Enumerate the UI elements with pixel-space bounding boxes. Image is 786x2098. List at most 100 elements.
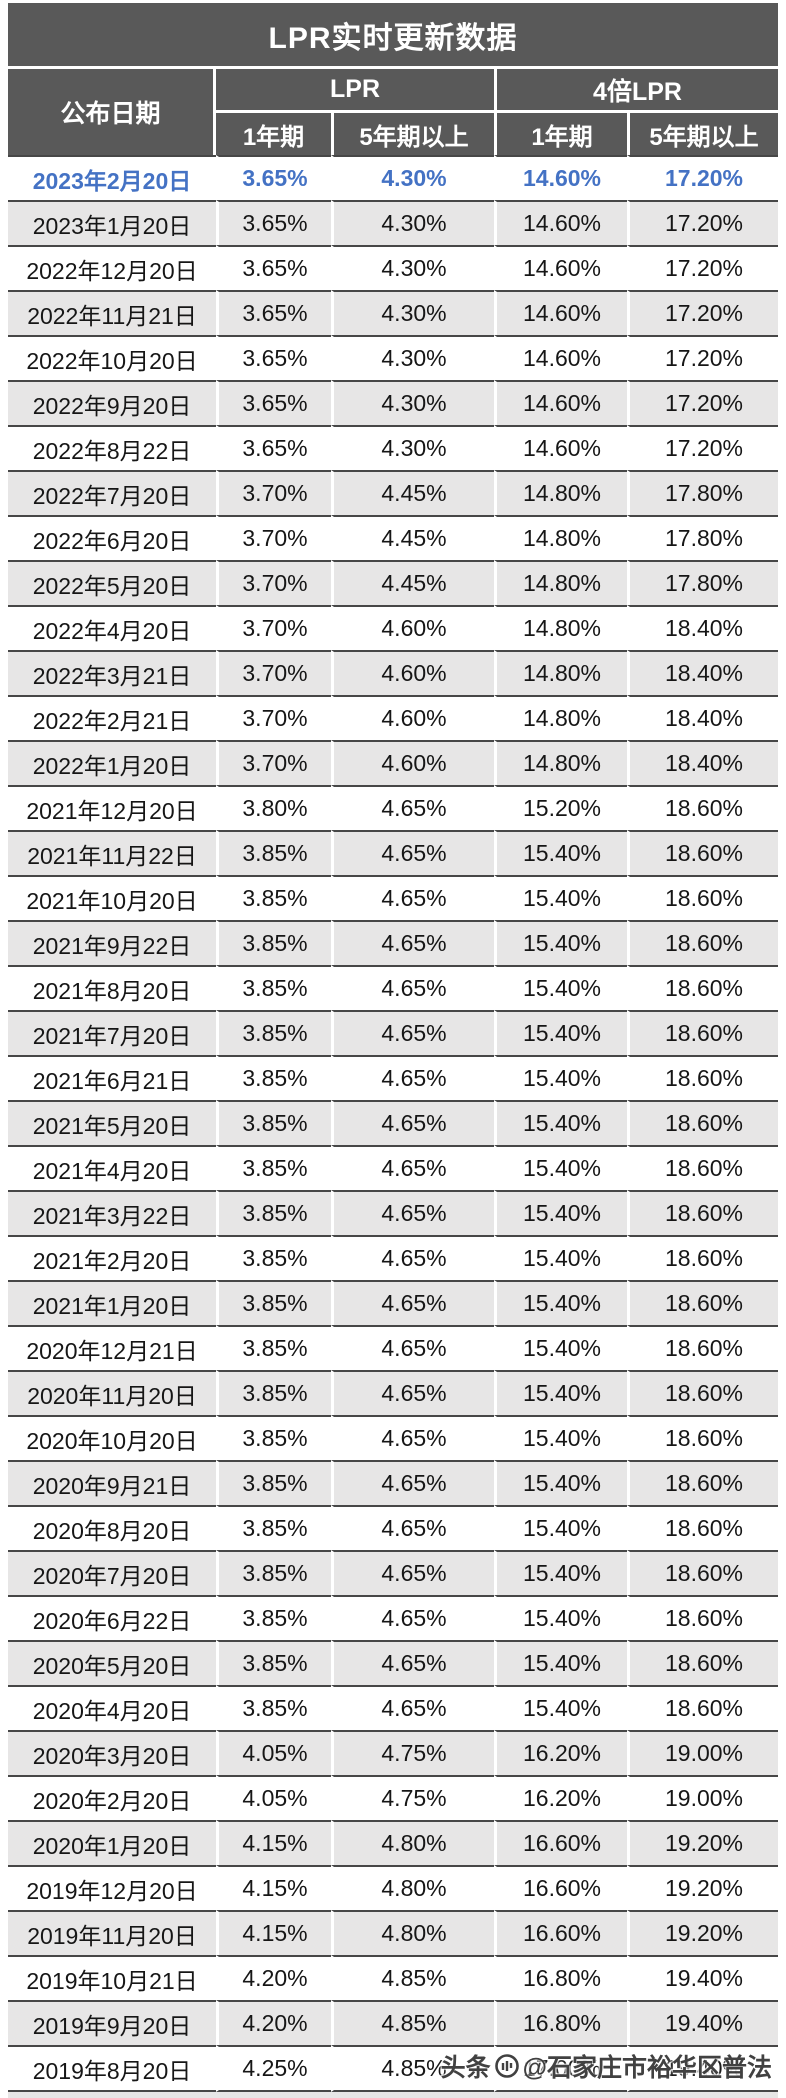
rate-cell: 4.15% (216, 1820, 331, 1865)
date-cell: 2020年2月20日 (8, 1775, 216, 1820)
rate-cell: 18.60% (627, 920, 778, 965)
table-row: 2022年3月21日 3.70% 4.60% 14.80% 18.40% (8, 650, 778, 695)
table-row: 2020年11月20日 3.85% 4.65% 15.40% 18.60% (8, 1370, 778, 1415)
rate-cell: 4.15% (216, 1865, 331, 1910)
table-row: 2023年2月20日 3.65% 4.30% 14.60% 17.20% (8, 155, 778, 200)
rate-cell: 14.60% (494, 200, 627, 245)
date-cell: 2022年12月20日 (8, 245, 216, 290)
table-row: 2019年8月20日 4.25% 4.85% 17.00% 19.40% (8, 2045, 778, 2092)
rate-cell: 18.60% (627, 965, 778, 1010)
rate-cell: 4.75% (331, 1775, 494, 1820)
rate-cell: 18.60% (627, 1325, 778, 1370)
rate-cell: 14.60% (494, 245, 627, 290)
rate-cell: 18.60% (627, 1055, 778, 1100)
rate-cell: 15.40% (494, 1505, 627, 1550)
rate-cell: 18.40% (627, 740, 778, 785)
rate-cell: 15.40% (494, 1415, 627, 1460)
rate-cell: 14.80% (494, 650, 627, 695)
rate-cell: 17.20% (627, 380, 778, 425)
rate-cell: 4.30% (331, 200, 494, 245)
rate-cell: 18.60% (627, 1415, 778, 1460)
rate-cell: 3.85% (216, 1235, 331, 1280)
rate-cell: 18.60% (627, 1505, 778, 1550)
rate-cell: 4.65% (331, 1640, 494, 1685)
rate-cell: 4.30% (331, 425, 494, 470)
rate-cell: 4.65% (331, 1235, 494, 1280)
rate-cell: 4.05% (216, 1775, 331, 1820)
rate-cell: 15.40% (494, 1280, 627, 1325)
rate-cell: 3.65% (216, 335, 331, 380)
rate-cell: 3.65% (216, 290, 331, 335)
date-cell: 2022年9月20日 (8, 380, 216, 425)
table-row: 2020年8月20日 3.85% 4.65% 15.40% 18.60% (8, 1505, 778, 1550)
table-row: 2021年1月20日 3.85% 4.65% 15.40% 18.60% (8, 1280, 778, 1325)
rate-cell: 17.20% (627, 200, 778, 245)
rate-cell: 3.70% (216, 650, 331, 695)
rate-cell: 18.60% (627, 875, 778, 920)
date-cell: 2021年5月20日 (8, 1100, 216, 1145)
rate-cell: 15.40% (494, 1010, 627, 1055)
rate-cell: 3.70% (216, 695, 331, 740)
date-cell: 2021年7月20日 (8, 1010, 216, 1055)
rate-cell: 16.60% (494, 1910, 627, 1955)
rate-cell: 3.85% (216, 1325, 331, 1370)
rate-cell: 3.85% (216, 1100, 331, 1145)
rate-cell: 14.60% (494, 155, 627, 200)
rate-cell: 3.85% (216, 1505, 331, 1550)
rate-cell: 14.60% (494, 290, 627, 335)
rate-cell: 3.85% (216, 1010, 331, 1055)
rate-cell: 3.85% (216, 830, 331, 875)
rate-cell: 15.40% (494, 920, 627, 965)
rate-cell: 15.40% (494, 1325, 627, 1370)
header-lpr-1y: 1年期 (216, 113, 331, 155)
rate-cell: 4.60% (331, 605, 494, 650)
rate-cell: 15.40% (494, 1550, 627, 1595)
rate-cell: 18.40% (627, 650, 778, 695)
table-row: 2021年12月20日 3.80% 4.65% 15.20% 18.60% (8, 785, 778, 830)
date-cell: 2020年4月20日 (8, 1685, 216, 1730)
rate-cell: 14.60% (494, 380, 627, 425)
rate-cell: 15.40% (494, 1595, 627, 1640)
rate-cell: 4.60% (331, 650, 494, 695)
table-row: 2022年4月20日 3.70% 4.60% 14.80% 18.40% (8, 605, 778, 650)
rate-cell: 4.65% (331, 1325, 494, 1370)
table-row: 2020年10月20日 3.85% 4.65% 15.40% 18.60% (8, 1415, 778, 1460)
table-row: 2021年2月20日 3.85% 4.65% 15.40% 18.60% (8, 1235, 778, 1280)
rate-cell: 4.30% (331, 335, 494, 380)
rate-cell: 16.60% (494, 1865, 627, 1910)
rate-cell: 4.85% (331, 2045, 494, 2092)
rate-cell: 4.45% (331, 560, 494, 605)
table-row: 2020年5月20日 3.85% 4.65% 15.40% 18.60% (8, 1640, 778, 1685)
rate-cell: 18.60% (627, 1640, 778, 1685)
date-cell: 2020年5月20日 (8, 1640, 216, 1685)
date-cell: 2021年9月22日 (8, 920, 216, 965)
rate-cell: 16.20% (494, 1775, 627, 1820)
rate-cell: 19.40% (627, 2000, 778, 2045)
rate-cell: 18.60% (627, 830, 778, 875)
date-cell: 2021年3月22日 (8, 1190, 216, 1235)
rate-cell: 15.40% (494, 1370, 627, 1415)
rate-cell: 3.70% (216, 470, 331, 515)
rate-cell: 15.40% (494, 1235, 627, 1280)
rate-cell: 4.65% (331, 1190, 494, 1235)
rate-cell: 4.65% (331, 1505, 494, 1550)
lpr-data-table: 公布日期 LPR 4倍LPR 1年期 5年期以上 1年期 5年期以上 2023年… (8, 69, 778, 2092)
rate-cell: 19.20% (627, 1820, 778, 1865)
rate-cell: 4.65% (331, 1550, 494, 1595)
rate-cell: 14.80% (494, 560, 627, 605)
rate-cell: 14.80% (494, 605, 627, 650)
rate-cell: 15.40% (494, 830, 627, 875)
rate-cell: 4.65% (331, 1415, 494, 1460)
rate-cell: 4.65% (331, 920, 494, 965)
table-row: 2020年9月21日 3.85% 4.65% 15.40% 18.60% (8, 1460, 778, 1505)
rate-cell: 16.80% (494, 2000, 627, 2045)
rate-cell: 3.85% (216, 1370, 331, 1415)
rate-cell: 3.85% (216, 1640, 331, 1685)
rate-cell: 17.80% (627, 560, 778, 605)
table-row: 2019年12月20日 4.15% 4.80% 16.60% 19.20% (8, 1865, 778, 1910)
rate-cell: 4.30% (331, 290, 494, 335)
rate-cell: 3.70% (216, 605, 331, 650)
rate-cell: 4.65% (331, 785, 494, 830)
rate-cell: 17.20% (627, 290, 778, 335)
rate-cell: 4.65% (331, 965, 494, 1010)
